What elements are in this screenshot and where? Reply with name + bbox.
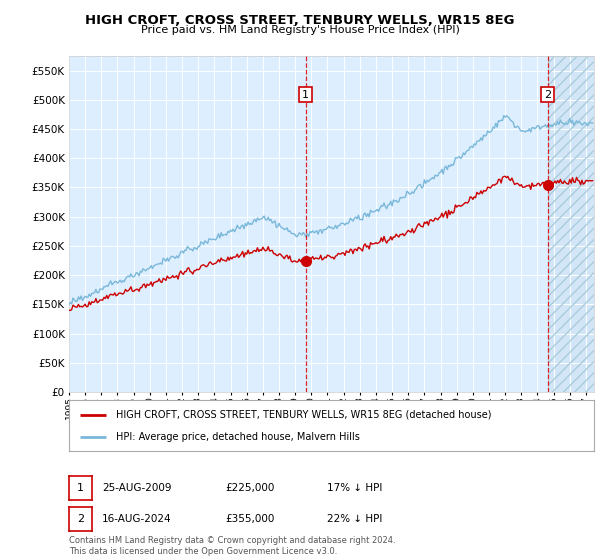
Text: £355,000: £355,000 [225,514,274,524]
Text: 16-AUG-2024: 16-AUG-2024 [102,514,172,524]
Bar [548,56,594,392]
Text: 2: 2 [544,90,551,100]
Text: HPI: Average price, detached house, Malvern Hills: HPI: Average price, detached house, Malv… [116,432,360,442]
Bar [548,56,594,392]
Text: HIGH CROFT, CROSS STREET, TENBURY WELLS, WR15 8EG (detached house): HIGH CROFT, CROSS STREET, TENBURY WELLS,… [116,409,492,419]
Text: £225,000: £225,000 [225,483,274,493]
Text: 1: 1 [302,90,309,100]
Text: 1: 1 [77,483,84,493]
Text: 2: 2 [77,514,84,524]
Text: 25-AUG-2009: 25-AUG-2009 [102,483,172,493]
Text: Contains HM Land Registry data © Crown copyright and database right 2024.
This d: Contains HM Land Registry data © Crown c… [69,536,395,556]
Text: 17% ↓ HPI: 17% ↓ HPI [327,483,382,493]
Text: HIGH CROFT, CROSS STREET, TENBURY WELLS, WR15 8EG: HIGH CROFT, CROSS STREET, TENBURY WELLS,… [85,14,515,27]
Text: 22% ↓ HPI: 22% ↓ HPI [327,514,382,524]
Text: Price paid vs. HM Land Registry's House Price Index (HPI): Price paid vs. HM Land Registry's House … [140,25,460,35]
